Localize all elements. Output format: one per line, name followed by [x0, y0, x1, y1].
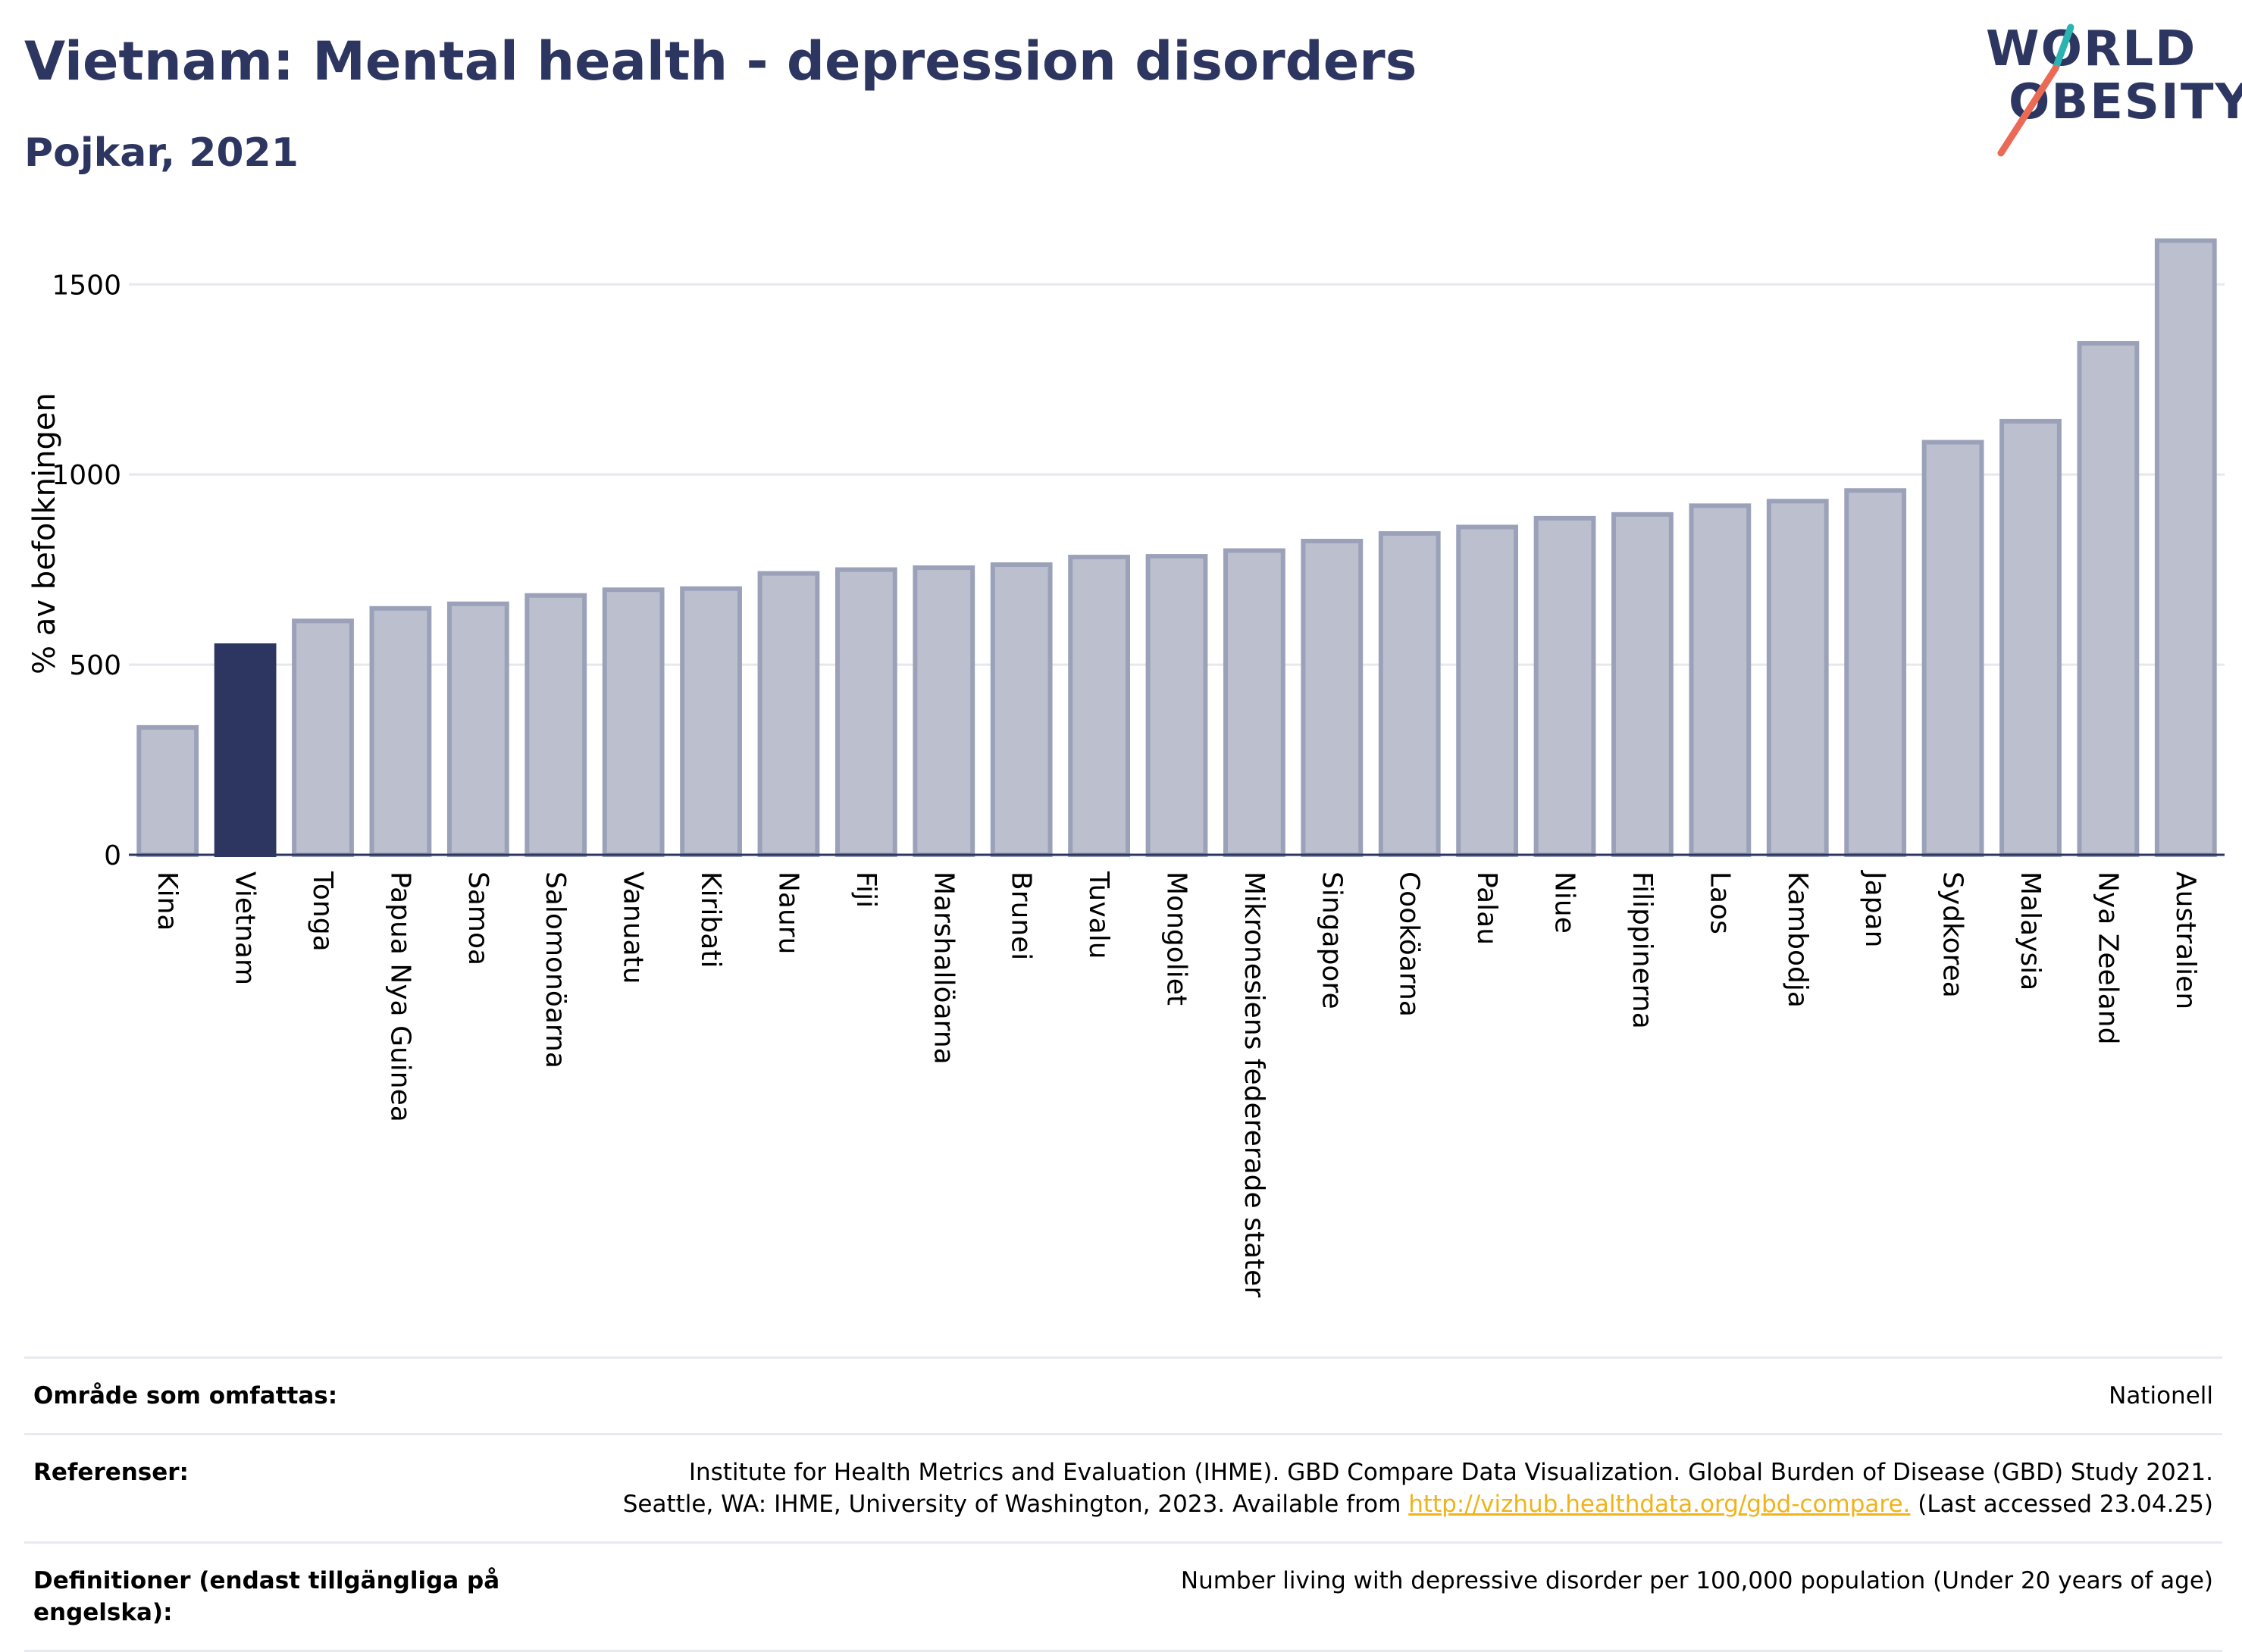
info-row-references: Referenser: Institute for Health Metrics…: [24, 1433, 2222, 1541]
bar-mongoliet: [1145, 554, 1208, 857]
x-tick-label: Papua Nya Guinea: [384, 871, 415, 1122]
reference-access-date: (Last accessed 23.04.25): [1910, 1491, 2213, 1518]
bar-japan: [1844, 488, 1907, 857]
x-tick-label: Marshallöarna: [928, 871, 959, 1065]
bar-kina: [136, 724, 199, 858]
x-tick-label: Japan: [1859, 870, 1890, 947]
y-tick-label: 0: [104, 840, 121, 871]
reference-line-2: Seattle, WA: IHME, University of Washing…: [623, 1488, 2213, 1520]
bar-laos: [1689, 503, 1752, 857]
bar-palau: [1456, 524, 1519, 857]
bar-kambodja: [1766, 499, 1829, 857]
x-tick-label: Brunei: [1006, 871, 1037, 960]
bar-vietnam: [214, 643, 277, 857]
x-tick-label: Cooköarna: [1394, 871, 1425, 1017]
logo-text-world: WORLD: [1986, 21, 2197, 77]
x-tick-label: Filippinerna: [1627, 871, 1658, 1029]
x-tick-label: Mongoliet: [1161, 871, 1192, 1006]
bar-tuvalu: [1068, 555, 1130, 857]
info-label-references: Referenser:: [33, 1459, 189, 1486]
bar-niue: [1533, 515, 1596, 857]
x-tick-label: Tuvalu: [1083, 871, 1114, 959]
bar-malaysia: [1999, 418, 2062, 858]
x-tick-label: Niue: [1549, 871, 1580, 934]
x-tick-label: Samoa: [462, 871, 493, 965]
info-label-coverage: Område som omfattas:: [33, 1382, 338, 1410]
bar-fiji: [834, 567, 897, 857]
reference-line-2-text: Seattle, WA: IHME, University of Washing…: [622, 1491, 1409, 1518]
x-tick-label: Salomonöarna: [540, 871, 571, 1068]
x-tick-label: Palau: [1471, 871, 1502, 945]
bar-singapore: [1301, 539, 1364, 857]
bar-nya-zeeland: [2077, 341, 2140, 857]
bar-mikronesiens-federerade-stater: [1223, 548, 1285, 857]
reference-link[interactable]: http://vizhub.healthdata.org/gbd-compare…: [1408, 1491, 1911, 1518]
info-table: Område som omfattas: Nationell Referense…: [24, 1356, 2222, 1652]
x-tick-label: Australien: [2170, 871, 2201, 1009]
info-value-coverage: Nationell: [2109, 1382, 2213, 1410]
bar-marshallöarna: [913, 565, 975, 857]
x-tick-label: Vanuatu: [618, 871, 649, 984]
reference-line-1: Institute for Health Metrics and Evaluat…: [688, 1459, 2213, 1486]
info-row-definitions: Definitioner (endast tillgängliga på eng…: [24, 1541, 2222, 1652]
y-axis-label: % av befolkningen: [27, 393, 62, 674]
bar-chart: 0 500 1000 1500 % av befolkningen Kina Vietnam…: [27, 238, 2225, 1297]
bar-australien: [2154, 238, 2217, 857]
info-row-coverage: Område som omfattas: Nationell: [24, 1356, 2222, 1433]
bar-cooköarna: [1378, 530, 1441, 857]
info-label-definitions: Definitioner (endast tillgängliga på eng…: [33, 1567, 500, 1626]
x-tick-label: Sydkorea: [1937, 871, 1968, 998]
x-tick-label: Kambodja: [1782, 871, 1813, 1008]
bar-brunei: [990, 562, 1053, 857]
x-tick-label: Mikronesiens federerade stater: [1238, 871, 1270, 1297]
x-tick-label: Singapore: [1316, 871, 1347, 1009]
x-tick-label: Kiribati: [695, 871, 726, 968]
page-title: Vietnam: Mental health - depression diso…: [24, 30, 1417, 92]
y-tick-label: 1500: [52, 270, 121, 301]
x-tick-label: Fiji: [850, 871, 881, 908]
bar-tonga: [292, 618, 354, 858]
world-obesity-logo: WORLD OBESITY: [1986, 21, 2242, 159]
bar-filippinerna: [1611, 512, 1674, 857]
page-subtitle: Pojkar, 2021: [24, 130, 299, 176]
x-tick-label: Vietnam: [230, 871, 261, 985]
bar-samoa: [446, 601, 509, 857]
bar-vanuatu: [602, 587, 665, 857]
x-tick-label: Nauru: [772, 871, 803, 954]
x-tick-label: Nya Zeeland: [2092, 871, 2123, 1044]
x-tick-label: Tonga: [307, 871, 338, 952]
y-tick-label: 1000: [52, 460, 121, 491]
bar-kiribati: [680, 586, 742, 858]
y-tick-label: 500: [69, 650, 121, 681]
logo-slash-icon: [1997, 23, 2074, 157]
x-tick-label: Laos: [1704, 871, 1735, 934]
bar-salomonöarna: [524, 593, 587, 857]
info-value-references: Institute for Health Metrics and Evaluat…: [623, 1456, 2213, 1520]
bar-nauru: [757, 571, 820, 857]
x-tick-label: Kina: [152, 871, 183, 931]
bar-sydkorea: [1921, 440, 1984, 857]
info-value-definitions: Number living with depressive disorder p…: [1180, 1567, 2213, 1594]
bar-papua-nya-guinea: [369, 605, 432, 858]
x-tick-label: Malaysia: [2015, 871, 2046, 990]
